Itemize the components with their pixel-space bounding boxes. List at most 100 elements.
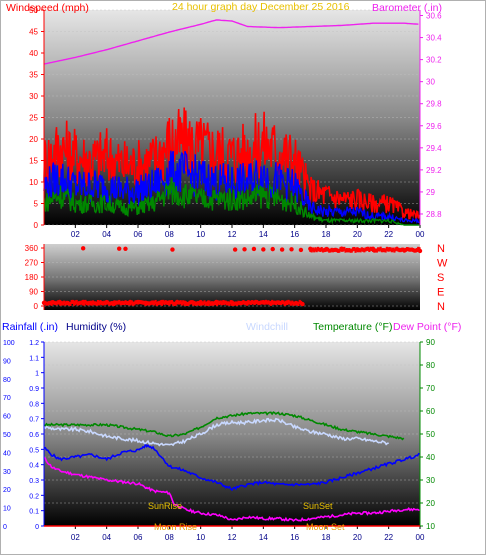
direction-point	[69, 301, 72, 306]
direction-point	[131, 301, 135, 306]
direction-point	[413, 248, 416, 253]
temperature-series	[43, 411, 405, 441]
direction-point	[349, 248, 352, 253]
direction-point	[225, 301, 229, 306]
temperature-x-tick-label: 00	[416, 533, 425, 542]
direction-point	[242, 300, 245, 305]
temperature-x-tick-label: 08	[165, 533, 174, 542]
direction-point	[117, 246, 122, 251]
direction-point	[343, 246, 346, 251]
direction-point	[338, 248, 341, 253]
direction-point	[298, 247, 304, 253]
direction-point	[173, 302, 176, 307]
direction-point	[180, 301, 184, 306]
windspeed-tick-label: 25	[29, 114, 38, 123]
temperature-x-tick-label: 12	[228, 533, 237, 542]
compass-label-n: N	[437, 243, 445, 255]
temperature-tick-label: 50	[426, 430, 435, 439]
direction-tick-label: 90	[29, 288, 38, 297]
humidity-tick-label: 30	[3, 469, 11, 476]
direction-point	[231, 301, 234, 306]
direction-point	[217, 300, 220, 305]
temperature-x-tick-label: 14	[259, 533, 268, 542]
direction-point	[123, 301, 126, 306]
wind-x-tick-label: 06	[134, 230, 143, 239]
windspeed-tick-label: 30	[29, 92, 38, 101]
direction-point	[98, 301, 101, 306]
windspeed-tick-label: 15	[29, 157, 38, 166]
windspeed-tick-label: 20	[29, 135, 38, 144]
direction-point	[192, 301, 195, 306]
direction-point	[165, 300, 169, 305]
direction-point	[237, 300, 240, 305]
direction-point	[177, 300, 180, 305]
direction-point	[163, 301, 166, 306]
temperature-grid	[44, 341, 420, 527]
wind-x-tick-label: 14	[259, 230, 268, 239]
direction-point	[257, 301, 260, 306]
direction-point	[210, 301, 214, 306]
dewpoint-label: Dew Point (°F)	[393, 321, 461, 333]
direction-point	[134, 300, 137, 305]
direction-point	[316, 246, 320, 251]
direction-point	[118, 299, 121, 304]
temperature-tick-label: 70	[426, 384, 435, 393]
rainfall-tick-label: 1.2	[29, 340, 39, 347]
temperature-x-tick-label: 06	[134, 533, 143, 542]
direction-point	[279, 301, 283, 306]
direction-point	[314, 247, 317, 252]
direction-point	[59, 301, 62, 306]
direction-point	[291, 300, 294, 305]
windchill-label: Windchill	[246, 321, 288, 333]
direction-point	[335, 248, 338, 253]
direction-point	[213, 300, 216, 305]
direction-point	[60, 300, 63, 305]
direction-point	[68, 301, 71, 306]
direction-point	[288, 300, 291, 305]
rainfall-tick-label: 1	[35, 371, 39, 378]
direction-point	[188, 300, 191, 305]
direction-point	[351, 247, 355, 252]
temperature-tick-label: 90	[426, 338, 435, 347]
direction-point	[369, 246, 372, 251]
direction-point	[311, 247, 315, 252]
direction-point	[346, 248, 350, 253]
direction-point	[414, 248, 417, 253]
direction-point	[326, 247, 330, 252]
direction-point	[388, 247, 391, 252]
direction-point	[310, 248, 313, 253]
barometer-label: Barometer (.in)	[372, 2, 442, 14]
direction-point	[271, 299, 274, 304]
direction-point	[120, 301, 123, 306]
direction-point	[252, 300, 255, 305]
direction-point	[153, 301, 156, 306]
direction-point	[284, 301, 288, 306]
direction-point	[54, 301, 57, 306]
direction-point	[189, 300, 192, 305]
wind-x-axis-ticks: 02 04 06 08 10 12 14 16 18 20 22 00	[71, 225, 425, 239]
temperature-x-tick-label: 20	[353, 533, 362, 542]
direction-point	[119, 301, 122, 306]
windspeed-tick-label: 50	[29, 6, 38, 15]
direction-point	[142, 300, 145, 305]
humidity-tick-label: 80	[3, 377, 11, 384]
direction-point	[383, 248, 386, 253]
windspeed-tick-label: 35	[29, 71, 38, 80]
direction-point	[278, 300, 281, 305]
wind-x-tick-label: 12	[228, 230, 237, 239]
direction-point	[249, 300, 252, 305]
direction-point	[145, 301, 148, 306]
direction-point	[404, 248, 407, 253]
direction-point	[160, 301, 164, 306]
direction-point	[159, 301, 162, 306]
direction-point	[222, 299, 225, 304]
direction-point	[170, 300, 174, 305]
wind-x-tick-label: 20	[353, 230, 362, 239]
direction-point	[219, 300, 222, 305]
direction-point	[110, 301, 113, 306]
direction-point	[273, 300, 276, 305]
barometer-tick-label: 30.6	[426, 12, 442, 21]
direction-point	[418, 247, 421, 252]
direction-point	[263, 300, 266, 305]
